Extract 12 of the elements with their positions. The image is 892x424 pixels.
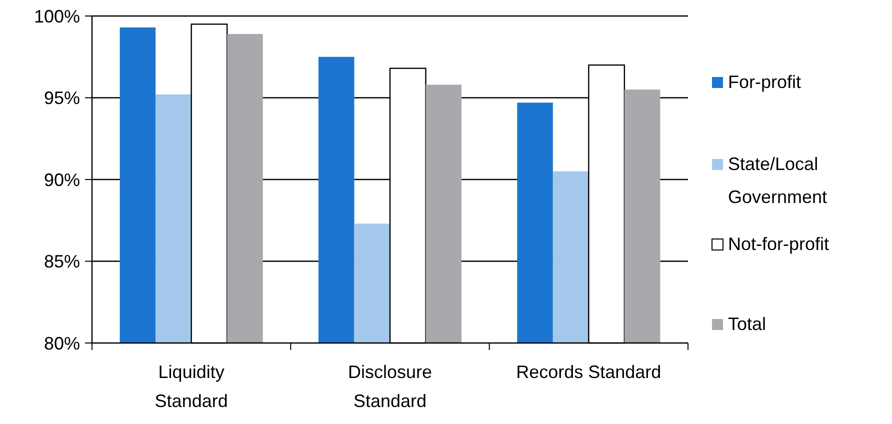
legend-label: State/Local Government [728,154,828,207]
y-tick-label: 100% [34,6,80,26]
y-tick-label: 85% [44,252,80,272]
y-tick-label: 95% [44,88,80,108]
x-tick-label: Disclosure Standard [348,362,432,411]
legend-label: Total [728,314,766,334]
legend-label: For-profit [728,72,802,92]
y-tick-label: 80% [44,333,80,354]
legend-label: Not-for-profit [728,234,830,254]
x-tick-label: Records Standard [516,362,662,382]
y-tick-label: 90% [44,170,80,190]
x-tick-label: Liquidity Standard [154,362,228,411]
